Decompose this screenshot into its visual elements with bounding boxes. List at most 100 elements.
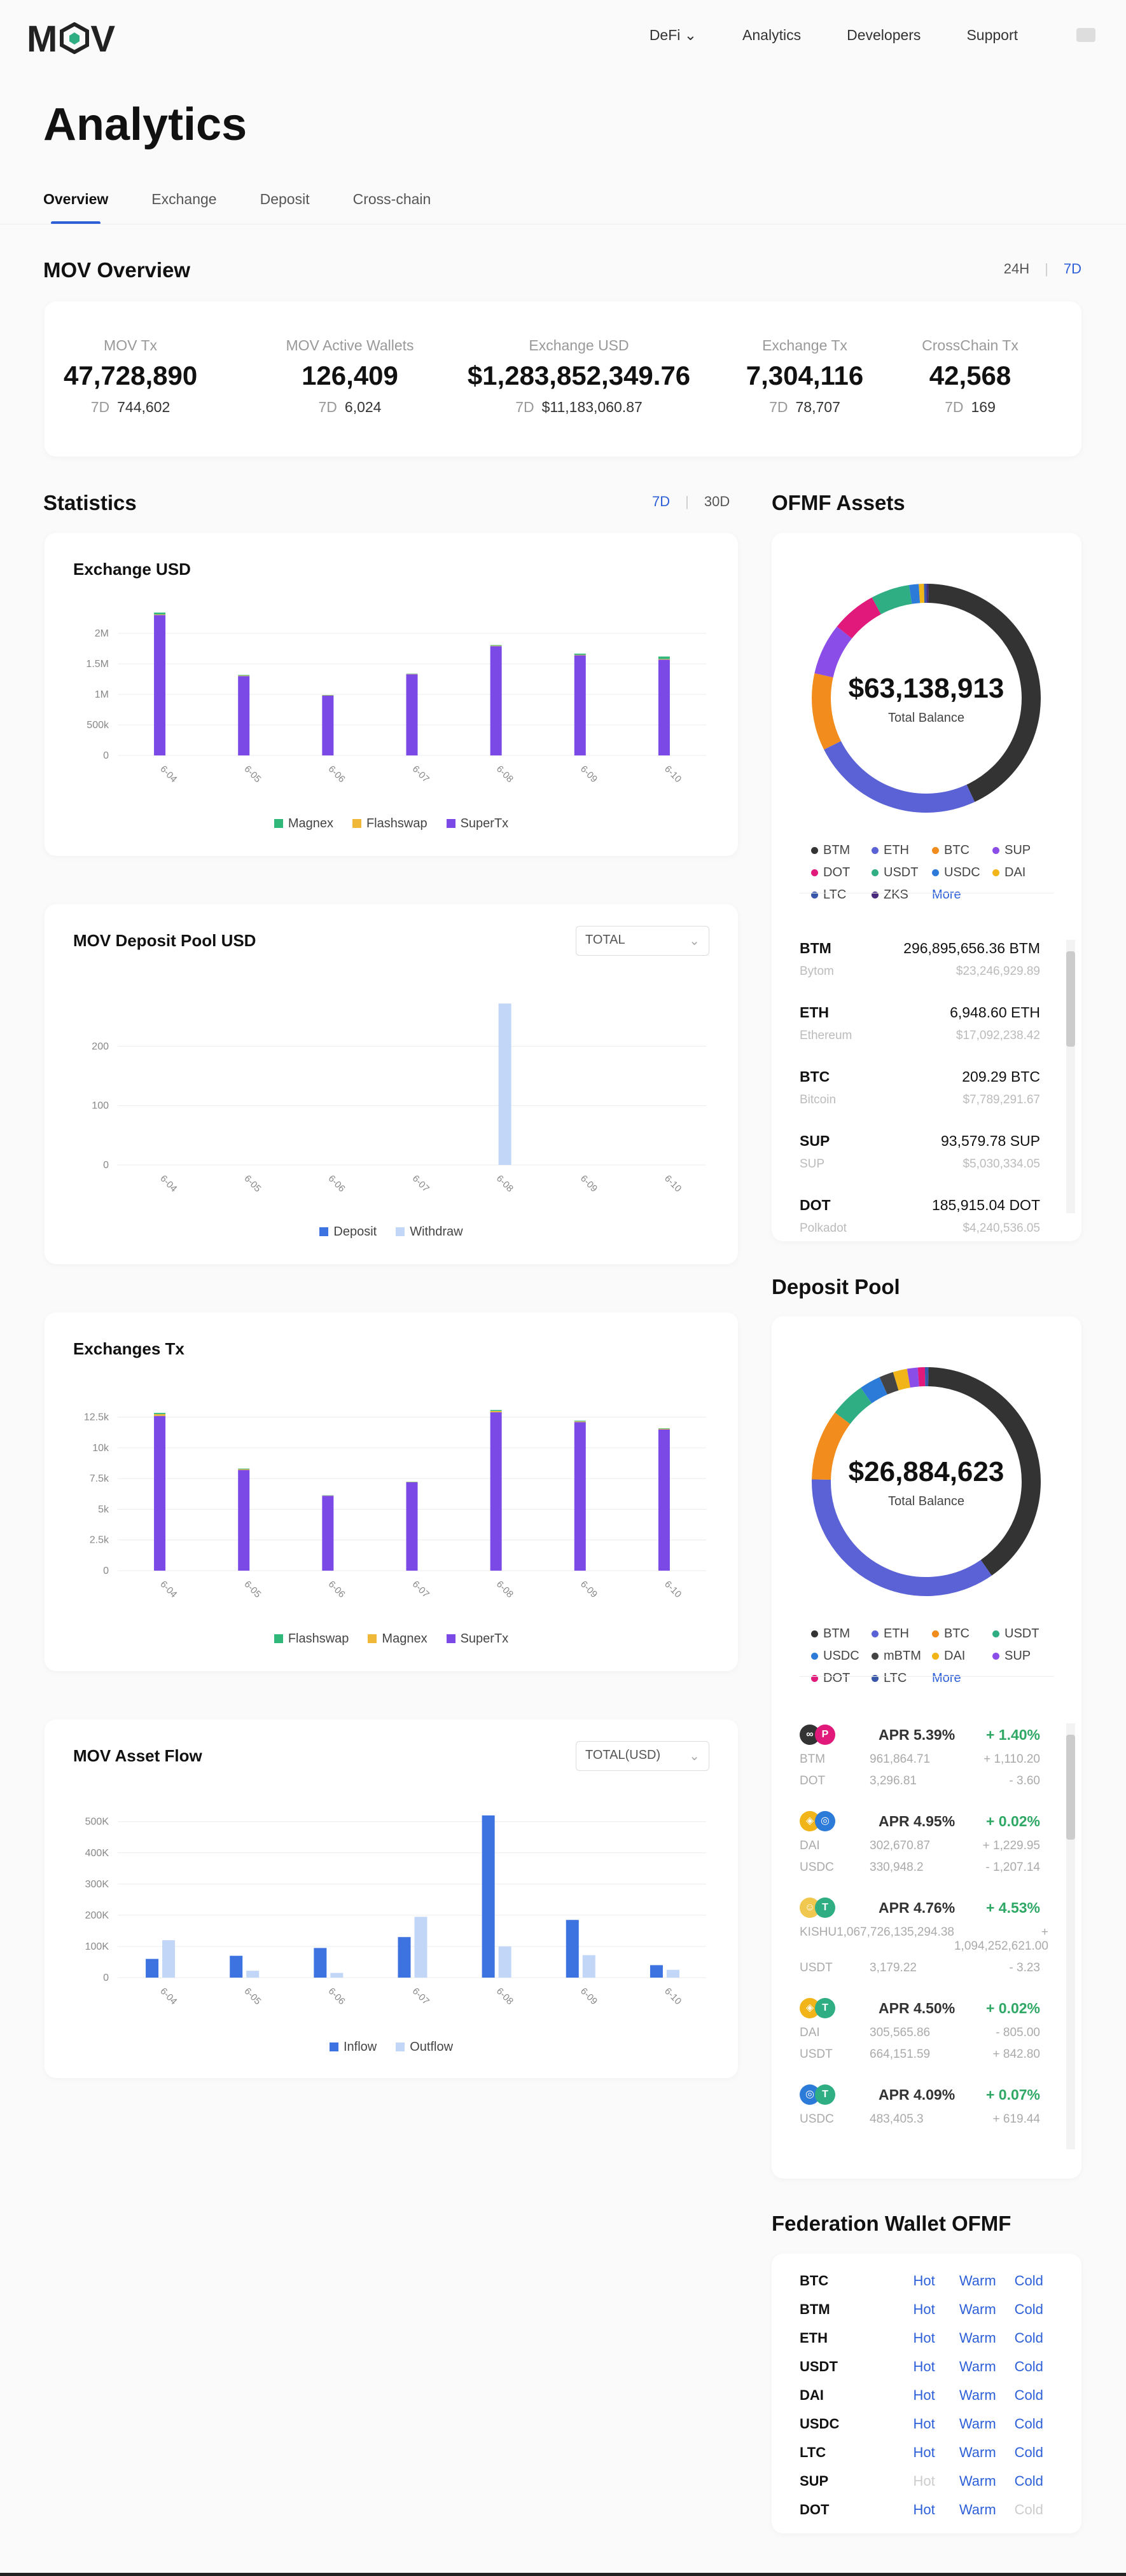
bar-inflow[interactable] bbox=[398, 1937, 411, 1978]
hot-link[interactable]: Hot bbox=[913, 2301, 935, 2317]
legend-item-flashswap[interactable]: Flashswap bbox=[274, 1632, 349, 1646]
legend-item-deposit[interactable]: Deposit bbox=[319, 1225, 377, 1239]
hot-link[interactable]: Hot bbox=[913, 2415, 935, 2432]
tab-overview[interactable]: Overview bbox=[43, 191, 109, 224]
warm-link[interactable]: Warm bbox=[959, 2472, 996, 2489]
slice-dai[interactable] bbox=[893, 1368, 911, 1391]
bar-flashswap[interactable] bbox=[154, 1412, 166, 1414]
bar-inflow[interactable] bbox=[650, 1965, 663, 1978]
cold-link[interactable]: Cold bbox=[1014, 2444, 1043, 2460]
legend-item-eth[interactable]: ETH bbox=[872, 1627, 932, 1641]
period-30d[interactable]: 30D bbox=[704, 493, 730, 509]
more-link[interactable]: More bbox=[932, 1671, 961, 1685]
bar-inflow[interactable] bbox=[566, 1920, 579, 1978]
warm-link[interactable]: Warm bbox=[959, 2415, 996, 2432]
bar-outflow[interactable] bbox=[414, 1917, 427, 1978]
tab-cross-chain[interactable]: Cross-chain bbox=[352, 191, 431, 207]
bar-outflow[interactable] bbox=[330, 1973, 344, 1978]
bar-flashswap[interactable] bbox=[658, 1428, 670, 1429]
bar-magnex[interactable] bbox=[490, 1410, 502, 1412]
bar-outflow[interactable] bbox=[246, 1971, 260, 1978]
bar-flashswap[interactable] bbox=[574, 654, 586, 656]
legend-item-sup[interactable]: SUP bbox=[992, 1649, 1053, 1663]
bar-supertx[interactable] bbox=[154, 1415, 166, 1571]
bar-supertx[interactable] bbox=[154, 615, 166, 755]
warm-link[interactable]: Warm bbox=[959, 2329, 996, 2346]
bar-supertx[interactable] bbox=[322, 1496, 334, 1571]
legend-item-eth[interactable]: ETH bbox=[872, 843, 932, 858]
slice-eth[interactable] bbox=[812, 1479, 992, 1596]
bar-outflow[interactable] bbox=[666, 1969, 679, 1978]
nav-support[interactable]: Support bbox=[966, 27, 1018, 43]
hot-link[interactable]: Hot bbox=[913, 2501, 935, 2517]
legend-item-flashswap[interactable]: Flashswap bbox=[352, 816, 427, 831]
scrollbar-thumb[interactable] bbox=[1066, 1735, 1075, 1840]
slice-sup[interactable] bbox=[814, 626, 852, 678]
bar-supertx[interactable] bbox=[406, 1482, 418, 1571]
pool-item[interactable]: ◎ T APR 4.09% + 0.07% USDC 483,405.3 + 619.… bbox=[800, 2084, 1040, 2126]
ofmf-scrollbar[interactable] bbox=[1066, 940, 1075, 1213]
legend-item-btc[interactable]: BTC bbox=[932, 1627, 992, 1641]
hot-link[interactable]: Hot bbox=[913, 2272, 935, 2289]
nav-analytics[interactable]: Analytics bbox=[742, 27, 802, 43]
pool-item[interactable]: ◈ T APR 4.50% + 0.02% DAI 305,565.86 - 805.… bbox=[800, 1998, 1040, 2062]
legend-item-usdt[interactable]: USDT bbox=[992, 1627, 1053, 1641]
legend-item-withdraw[interactable]: Withdraw bbox=[396, 1225, 463, 1239]
bar-magnex[interactable] bbox=[238, 1469, 250, 1470]
asset-item-btc[interactable]: BTC 209.29 BTC Bitcoin $7,789,291.67 bbox=[800, 1068, 1040, 1107]
legend-item-dot[interactable]: DOT bbox=[811, 865, 872, 880]
legend-item-usdc[interactable]: USDC bbox=[811, 1649, 872, 1663]
bar-outflow[interactable] bbox=[582, 1955, 595, 1978]
bar-supertx[interactable] bbox=[322, 695, 334, 755]
bar-supertx[interactable] bbox=[658, 1429, 670, 1571]
asset-item-dot[interactable]: DOT 185,915.04 DOT Polkadot $4,240,536.05 bbox=[800, 1197, 1040, 1236]
tab-deposit[interactable]: Deposit bbox=[260, 191, 310, 207]
period-7d[interactable]: 7D bbox=[652, 493, 671, 509]
legend-item-inflow[interactable]: Inflow bbox=[329, 2040, 377, 2055]
legend-item-dai[interactable]: DAI bbox=[932, 1649, 992, 1663]
hot-link[interactable]: Hot bbox=[913, 2472, 935, 2489]
bar-magnex[interactable] bbox=[154, 1414, 166, 1416]
slice-usdt[interactable] bbox=[872, 585, 912, 615]
warm-link[interactable]: Warm bbox=[959, 2358, 996, 2374]
slice-btm[interactable] bbox=[928, 1367, 1041, 1576]
legend-item-sup[interactable]: SUP bbox=[992, 843, 1053, 858]
bar-supertx[interactable] bbox=[574, 1422, 586, 1571]
asset-flow-select[interactable]: TOTAL(USD) ⌄ bbox=[576, 1741, 709, 1771]
bar-outflow[interactable] bbox=[498, 1946, 511, 1978]
deposit-pool-scrollbar[interactable] bbox=[1066, 1723, 1075, 2149]
asset-item-eth[interactable]: ETH 6,948.60 ETH Ethereum $17,092,238.42 bbox=[800, 1004, 1040, 1043]
slice-btc[interactable] bbox=[812, 673, 842, 750]
bar-supertx[interactable] bbox=[490, 646, 502, 755]
bar-flashswap[interactable] bbox=[238, 675, 250, 677]
bar-flashswap[interactable] bbox=[154, 614, 166, 616]
legend-item-magnex[interactable]: Magnex bbox=[368, 1632, 427, 1646]
slice-usdc[interactable] bbox=[908, 584, 921, 604]
pool-item[interactable]: ∞ P APR 5.39% + 1.40% BTM 961,864.71 + 1,11… bbox=[800, 1725, 1040, 1788]
bar-supertx[interactable] bbox=[238, 676, 250, 755]
legend-item-usdc[interactable]: USDC bbox=[932, 865, 992, 880]
slice-usdt[interactable] bbox=[835, 1388, 872, 1424]
bar-inflow[interactable] bbox=[230, 1955, 243, 1978]
hot-link[interactable]: Hot bbox=[913, 2329, 935, 2346]
slice-btm[interactable] bbox=[928, 584, 1041, 802]
cold-link[interactable]: Cold bbox=[1014, 2301, 1043, 2317]
legend-item-supertx[interactable]: SuperTx bbox=[446, 1632, 508, 1646]
cold-link[interactable]: Cold bbox=[1014, 2387, 1043, 2403]
bar-magnex[interactable] bbox=[574, 1421, 586, 1422]
legend-item-mbtm[interactable]: mBTM bbox=[872, 1649, 932, 1663]
legend-item-magnex[interactable]: Magnex bbox=[274, 816, 333, 831]
pool-item[interactable]: ◈ ◎ APR 4.95% + 0.02% DAI 302,670.87 + 1,22… bbox=[800, 1811, 1040, 1875]
tab-exchange[interactable]: Exchange bbox=[151, 191, 217, 207]
warm-link[interactable]: Warm bbox=[959, 2272, 996, 2289]
scrollbar-thumb[interactable] bbox=[1066, 951, 1075, 1047]
cold-link[interactable]: Cold bbox=[1014, 2415, 1043, 2432]
bar-magnex[interactable] bbox=[574, 653, 586, 655]
bar-inflow[interactable] bbox=[314, 1948, 327, 1978]
cold-link[interactable]: Cold bbox=[1014, 2329, 1043, 2346]
warm-link[interactable]: Warm bbox=[959, 2501, 996, 2517]
language-icon[interactable] bbox=[1076, 28, 1095, 42]
pool-item[interactable]: ☺ T APR 4.76% + 4.53% KISHU 1,067,726,135,… bbox=[800, 1898, 1048, 1975]
bar-supertx[interactable] bbox=[658, 659, 670, 755]
